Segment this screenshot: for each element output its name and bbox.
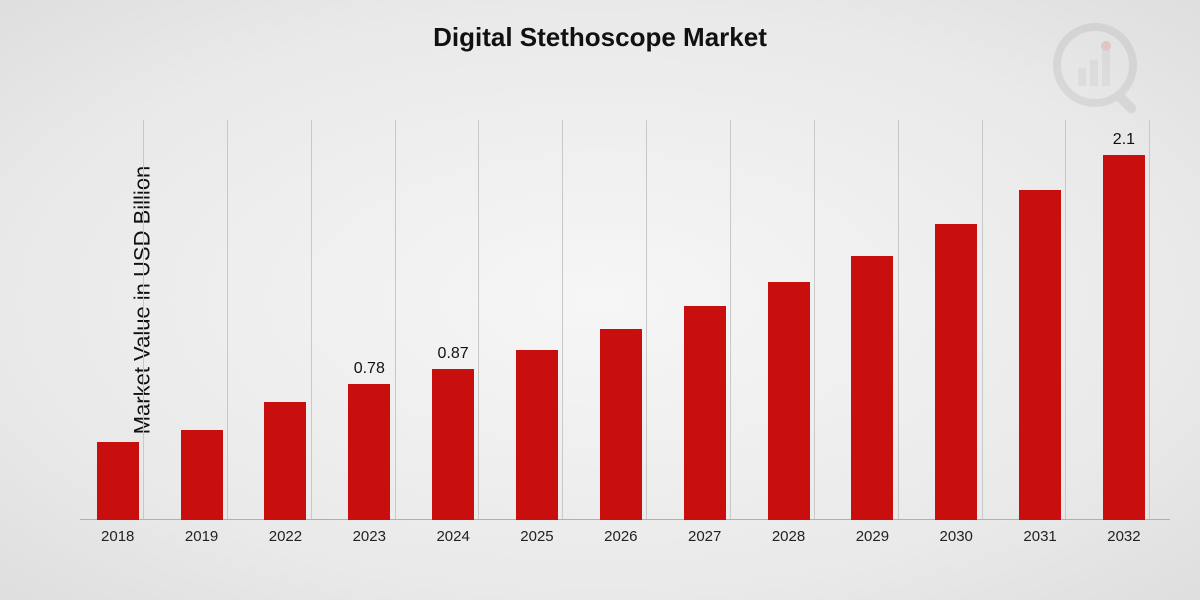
bar xyxy=(181,430,223,520)
x-tick-label: 2026 xyxy=(604,528,637,545)
bar xyxy=(97,442,139,520)
bar xyxy=(768,282,810,520)
x-tick-label: 2019 xyxy=(185,528,218,545)
bar-value-label: 2.1 xyxy=(1094,131,1154,149)
bar xyxy=(432,369,474,520)
bar xyxy=(851,256,893,520)
bar xyxy=(935,224,977,520)
bar xyxy=(1103,155,1145,520)
grid-line xyxy=(227,120,228,520)
x-tick-label: 2029 xyxy=(856,528,889,545)
grid-line xyxy=(395,120,396,520)
x-tick-label: 2031 xyxy=(1023,528,1056,545)
grid-line xyxy=(814,120,815,520)
grid-line xyxy=(478,120,479,520)
logo-icon xyxy=(1050,20,1150,125)
x-tick-label: 2030 xyxy=(940,528,973,545)
x-tick-label: 2023 xyxy=(353,528,386,545)
x-axis-labels: 2018 2019 2022 2023 2024 2025 2026 2027 2028 2029… xyxy=(80,528,1170,558)
grid-line xyxy=(1065,120,1066,520)
bar-value-label: 0.87 xyxy=(423,345,483,363)
x-tick-label: 2024 xyxy=(436,528,469,545)
plot-area: 0.78 0.87 2.1 xyxy=(80,120,1170,520)
chart-title: Digital Stethoscope Market xyxy=(0,22,1200,53)
bar xyxy=(264,402,306,520)
grid-line xyxy=(730,120,731,520)
x-tick-label: 2032 xyxy=(1107,528,1140,545)
bar xyxy=(600,329,642,520)
x-tick-label: 2022 xyxy=(269,528,302,545)
grid-line xyxy=(143,120,144,520)
grid-line xyxy=(311,120,312,520)
bar-value-label: 0.78 xyxy=(339,360,399,378)
bar xyxy=(348,384,390,520)
grid-line xyxy=(898,120,899,520)
bar xyxy=(1019,190,1061,520)
grid-line xyxy=(982,120,983,520)
grid-line xyxy=(562,120,563,520)
x-tick-label: 2025 xyxy=(520,528,553,545)
bar xyxy=(684,306,726,520)
grid-line xyxy=(1149,120,1150,520)
x-tick-label: 2027 xyxy=(688,528,721,545)
x-tick-label: 2028 xyxy=(772,528,805,545)
bar xyxy=(516,350,558,520)
grid-line xyxy=(646,120,647,520)
x-tick-label: 2018 xyxy=(101,528,134,545)
